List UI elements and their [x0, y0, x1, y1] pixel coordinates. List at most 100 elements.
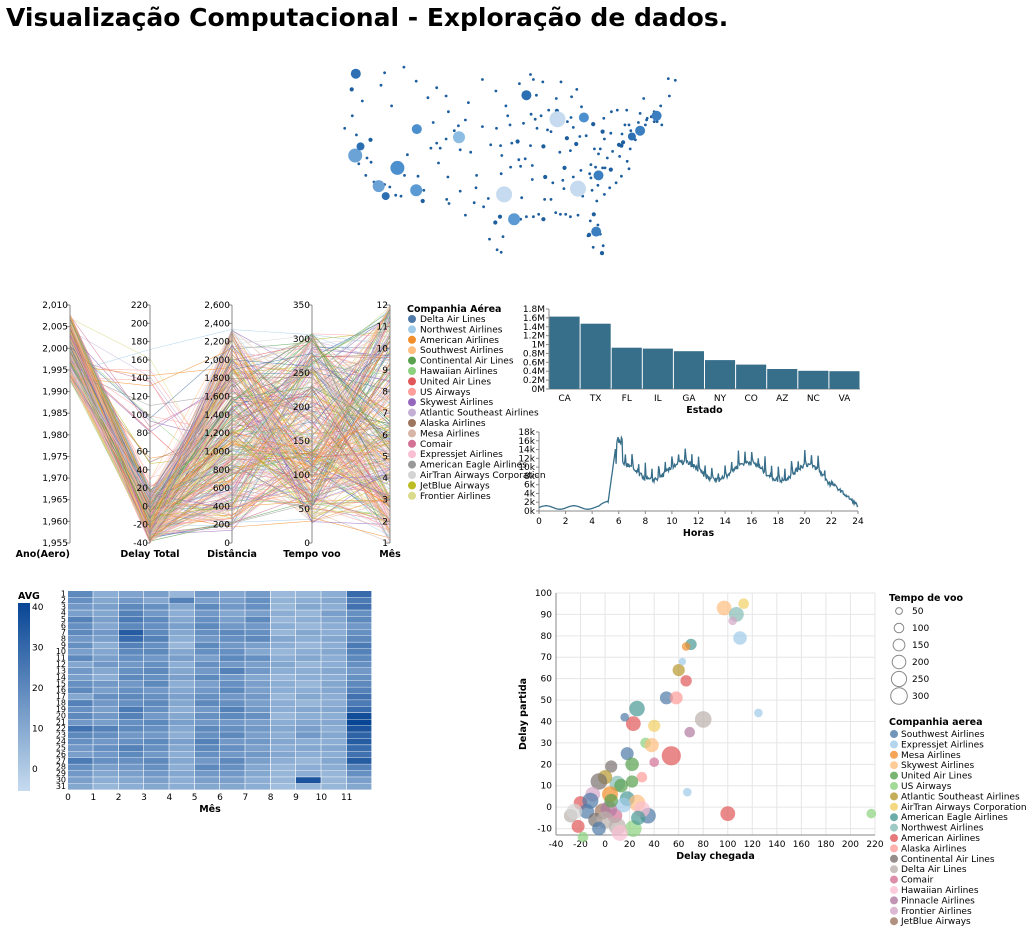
- heatmap-cell: [321, 719, 346, 726]
- map-airport-dot: [659, 104, 663, 108]
- map-airport-dot: [666, 77, 670, 80]
- heatmap-cell: [220, 693, 245, 700]
- scatter-point: [684, 726, 695, 738]
- heatmap-y-tick-label: 16: [56, 686, 66, 695]
- scatter-y-axis-title: Delay partida: [518, 678, 529, 750]
- heatmap-x-tick-label: 7: [242, 793, 248, 803]
- scatter-color-legend-label: JetBlue Airways: [900, 917, 971, 927]
- scatter-point: [661, 746, 681, 766]
- heatmap-x-tick-label: 1: [90, 793, 96, 803]
- heatmap-cell: [93, 725, 118, 732]
- heatmap-cell: [68, 757, 93, 764]
- map-airport-dot: [562, 165, 567, 170]
- heatmap-cell: [68, 693, 93, 700]
- parallel-tick-label: 10: [377, 344, 389, 354]
- heatmap-cell: [270, 597, 296, 604]
- map-airport-dot: [504, 104, 508, 108]
- heatmap-cell: [118, 661, 144, 668]
- heatmap-cell: [144, 751, 169, 758]
- scatter-y-tick-label: 50: [541, 696, 553, 706]
- map-airport-dot: [435, 86, 439, 90]
- heatmap-cell: [270, 777, 296, 784]
- heatmap-cell: [194, 687, 220, 694]
- heatmap-cell: [296, 603, 321, 610]
- map-airport-dot: [598, 147, 602, 151]
- heatmap-cell: [346, 757, 372, 764]
- scatter-point: [582, 792, 599, 809]
- scatter-color-legend-label: US Airways: [901, 782, 952, 792]
- scatter-color-legend-swatch: [890, 917, 898, 926]
- map-airport-dot: [438, 146, 442, 150]
- heatmap-cell: [169, 745, 194, 752]
- parallel-tick-label: 1,965: [42, 496, 68, 506]
- heatmap-cell: [321, 591, 346, 597]
- map-airport-dot: [591, 245, 595, 249]
- heatmap-cell: [321, 648, 346, 655]
- bar-x-tick-label: CO: [744, 394, 757, 404]
- line-x-tick-label: 14: [719, 517, 731, 527]
- heatmap-cell: [169, 738, 194, 745]
- map-airport-dot: [614, 181, 618, 185]
- map-airport-dot: [435, 141, 439, 145]
- heatmap-cell: [321, 706, 346, 713]
- map-airport-dot: [593, 147, 596, 151]
- heatmap-cell: [144, 777, 169, 784]
- map-airport-dot: [452, 129, 456, 133]
- parallel-legend-label: Alaska Airlines: [420, 419, 486, 429]
- heatmap-cell: [93, 777, 118, 784]
- heatmap-cell: [118, 719, 144, 726]
- heatmap-cell: [194, 757, 220, 764]
- map-airport-dot: [533, 117, 537, 121]
- scatter-color-legend-swatch: [890, 750, 898, 759]
- heatmap-cell: [93, 719, 118, 726]
- map-airport-dot: [595, 199, 599, 203]
- heatmap-cell: [68, 751, 93, 758]
- heatmap-cell: [245, 629, 270, 636]
- bar-y-tick-label: 1M: [532, 341, 546, 351]
- heatmap-cell: [118, 713, 144, 719]
- map-airport-dot: [600, 129, 605, 134]
- heatmap-cell: [118, 783, 144, 790]
- map-airport-dot: [445, 198, 449, 201]
- heatmap-cell: [169, 610, 194, 617]
- parallel-tick-label: 100: [131, 411, 148, 421]
- parallel-legend-label: Mesa Airlines: [420, 429, 480, 439]
- heatmap-y-tick-label: 4: [61, 609, 66, 618]
- parallel-legend-title: Companhia Aérea: [407, 304, 501, 315]
- heatmap-cell: [321, 687, 346, 694]
- line-series: [538, 435, 859, 510]
- map-airport-dot: [494, 89, 498, 93]
- map-airport-dot: [500, 154, 504, 157]
- heatmap-cell: [118, 757, 144, 764]
- scatter-point: [720, 806, 736, 821]
- heatmap-cell: [68, 655, 93, 662]
- map-airport-dot: [474, 186, 478, 190]
- heatmap-cell: [346, 674, 372, 681]
- heatmap-cell: [321, 725, 346, 732]
- heatmap-y-tick-label: 12: [56, 660, 66, 669]
- heatmap-cell: [346, 719, 372, 726]
- scatter-color-legend-title: Companhia aerea: [889, 717, 983, 728]
- heatmap-cell: [296, 655, 321, 662]
- heatmap-y-tick-label: 7: [61, 628, 66, 637]
- scatter-color-legend-swatch: [890, 761, 898, 770]
- scatter-color-legend-label: American Eagle Airlines: [901, 813, 1008, 823]
- heatmap-cell: [270, 655, 296, 662]
- scatter-point: [590, 773, 608, 790]
- scatter-point: [611, 824, 628, 841]
- heatmap-cell: [245, 597, 270, 604]
- map-airport-dot: [566, 120, 569, 123]
- map-airport-dot: [551, 181, 555, 185]
- heatmap-cell: [220, 783, 245, 790]
- map-airport-bubble: [591, 226, 602, 237]
- heatmap-y-tick-label: 2: [61, 596, 66, 605]
- scatter-size-legend-circle: [892, 638, 906, 652]
- scatter-x-tick-label: 80: [698, 840, 710, 850]
- map-airport-dot: [588, 172, 592, 176]
- heatmap-cell: [270, 745, 296, 752]
- bar-TX: [580, 323, 611, 389]
- scatter-color-legend-label: United Air Lines: [901, 772, 972, 782]
- heatmap-cell: [144, 725, 169, 732]
- map-airport-bubble: [348, 148, 363, 163]
- line-y-tick-label: 10k: [518, 463, 535, 473]
